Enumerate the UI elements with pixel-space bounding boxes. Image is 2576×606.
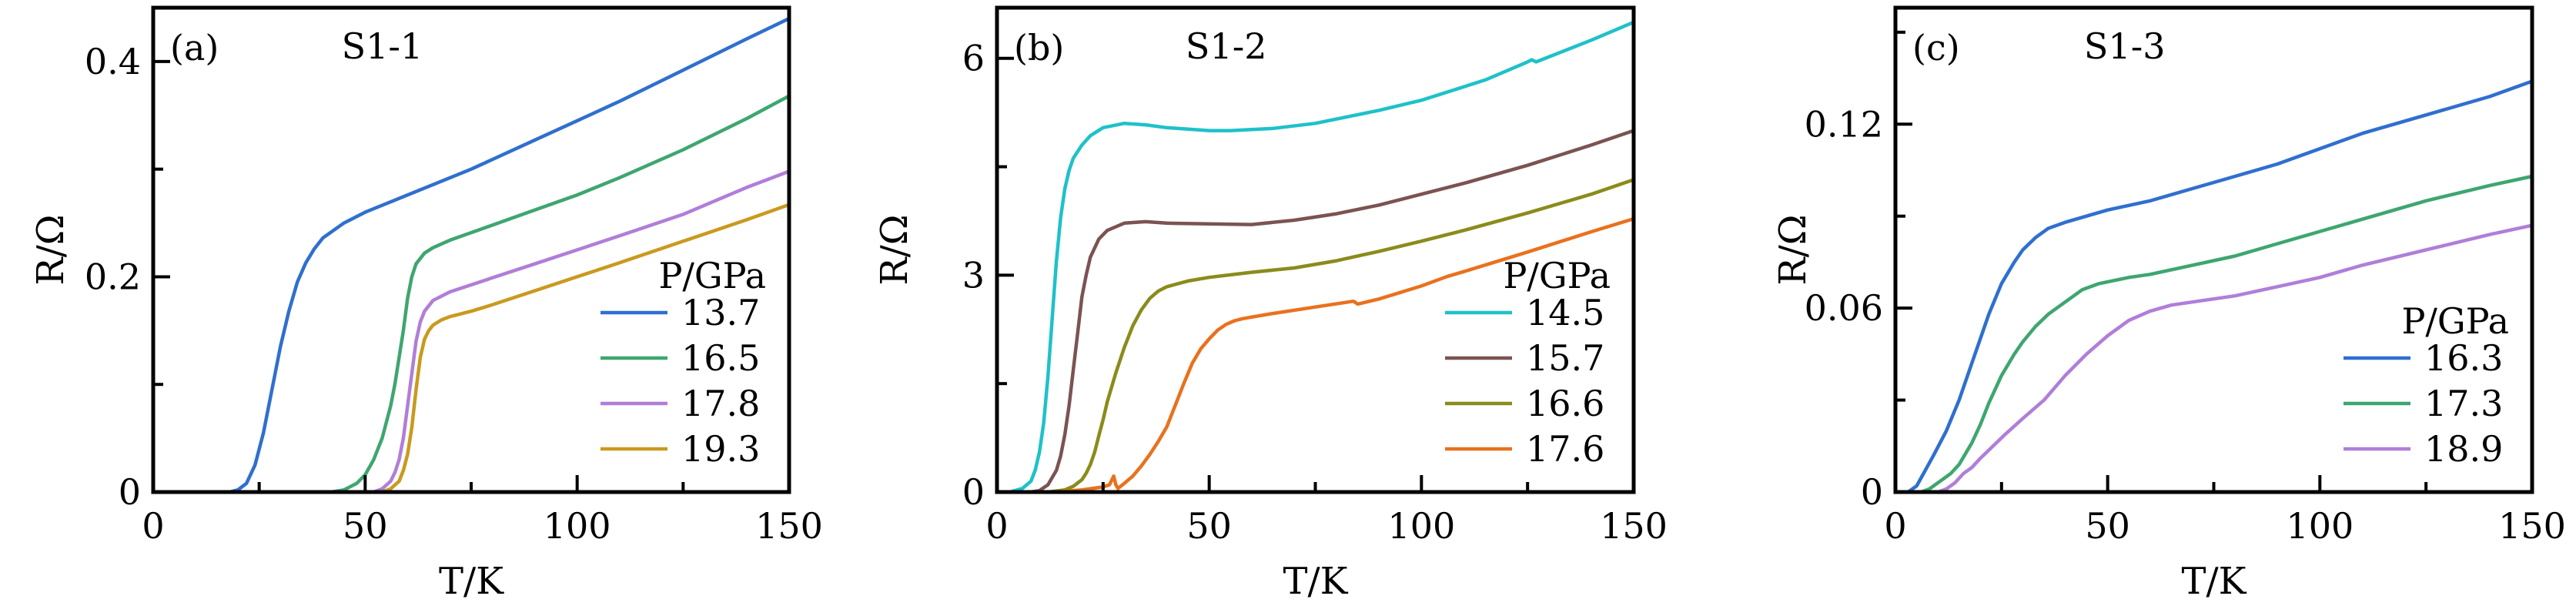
x-tick-label: 100: [1387, 505, 1455, 547]
y-axis-label: R/Ω: [873, 214, 916, 285]
x-tick-label: 100: [2286, 505, 2354, 547]
legend-title: P/GPa: [658, 255, 766, 296]
series-line-14-5: [995, 20, 1636, 494]
legend-entry-label: 17.6: [1526, 428, 1604, 470]
y-tick-label: 6: [962, 38, 985, 79]
legend-entry-label: 16.3: [2424, 337, 2503, 379]
legend-entry-label: 16.5: [681, 337, 760, 379]
x-tick-label: 0: [142, 505, 164, 547]
y-tick-label: 0: [1861, 471, 1883, 513]
legend-title: P/GPa: [2401, 300, 2509, 342]
legend-entry-label: 15.7: [1526, 337, 1604, 379]
panel-b: 0 50 100 150 0 3 6 T/K R/Ω (b) S1-2 P/GPa14.515.716…: [873, 5, 1668, 603]
sample-title: S1-2: [1186, 25, 1267, 67]
series-line-17-6: [995, 216, 1636, 494]
series-line-18-9: [1893, 223, 2534, 494]
y-tick-label: 0: [119, 471, 141, 513]
series-line-19-3: [151, 203, 791, 494]
x-tick-label: 150: [2498, 505, 2566, 547]
legend-entry-label: 17.8: [681, 383, 760, 424]
panel-c: 0 50 100 150 0 0.06 0.12 T/K R/Ω (c) S1-3 P/GPa16.3…: [1771, 5, 2566, 603]
sample-title: S1-3: [2084, 25, 2166, 67]
panel-label: (c): [1912, 27, 1960, 69]
y-tick-label: 0.12: [1805, 103, 1883, 145]
sample-title: S1-1: [342, 25, 423, 67]
legend-entry-label: 17.3: [2424, 383, 2503, 424]
y-tick-label: 0: [962, 471, 985, 513]
legend-entry-label: 16.6: [1526, 383, 1604, 424]
panel-a: 0 50 100 150 0 0.2 0.4 T/K R/Ω (a) S1-1 P/GPa13.716…: [29, 5, 823, 603]
x-axis-label: T/K: [2181, 560, 2246, 603]
series-line-13-7: [151, 16, 791, 494]
series-line-17-8: [151, 169, 791, 494]
x-tick-label: 50: [2085, 505, 2130, 547]
legend-entry-label: 14.5: [1526, 292, 1604, 333]
panel-label: (a): [170, 27, 219, 69]
legend-entry-label: 19.3: [681, 428, 760, 470]
curves: [995, 20, 1636, 494]
x-tick-label: 150: [1600, 505, 1668, 547]
y-tick-label: 0.06: [1805, 287, 1883, 329]
series-line-16-3: [1893, 79, 2534, 494]
x-tick-label: 50: [1186, 505, 1232, 547]
x-tick-label: 0: [985, 505, 1008, 547]
panel-label: (b): [1014, 27, 1064, 69]
series-line-15-7: [995, 129, 1636, 494]
y-axis-label: R/Ω: [29, 214, 72, 285]
y-tick-label: 0.2: [85, 256, 141, 297]
curves: [1893, 79, 2534, 494]
x-axis-label: T/K: [439, 560, 504, 603]
y-tick-label: 0.4: [85, 41, 141, 82]
x-tick-label: 150: [755, 505, 823, 547]
series-line-17-3: [1893, 174, 2534, 494]
legend-entry-label: 13.7: [681, 292, 760, 333]
legend-entry-label: 18.9: [2424, 428, 2503, 470]
x-tick-label: 100: [544, 505, 611, 547]
y-axis-label: R/Ω: [1771, 214, 1815, 285]
legend-title: P/GPa: [1503, 255, 1611, 296]
x-axis-label: T/K: [1283, 560, 1348, 603]
y-tick-label: 3: [962, 254, 985, 296]
series-line-16-6: [995, 178, 1636, 494]
x-tick-label: 0: [1884, 505, 1906, 547]
x-tick-label: 50: [343, 505, 388, 547]
